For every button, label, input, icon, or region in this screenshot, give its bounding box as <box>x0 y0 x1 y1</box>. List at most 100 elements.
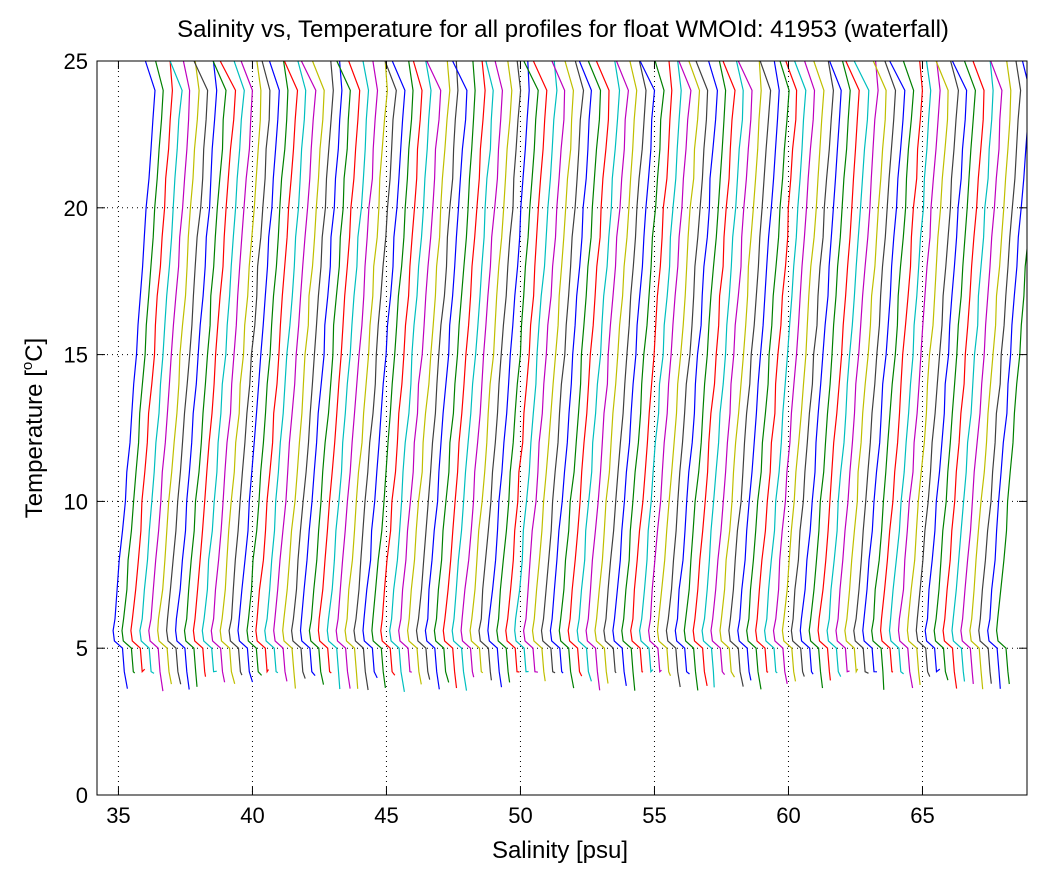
profile-line <box>174 61 218 690</box>
profile-line <box>130 61 174 674</box>
profile-line <box>157 61 200 685</box>
profiles <box>112 61 1027 692</box>
profile-line <box>317 61 361 674</box>
profile-line <box>799 61 842 675</box>
y-tick-label: 5 <box>76 636 88 661</box>
profile-line <box>460 61 504 678</box>
profile-line <box>433 61 476 683</box>
plot-frame <box>96 60 1028 796</box>
profile-line <box>719 61 762 678</box>
y-axis-label-main: Temperature [ <box>21 370 48 518</box>
profile-line <box>389 61 432 692</box>
profile-line <box>603 61 647 674</box>
profile-line <box>960 61 1003 684</box>
y-tick-label: 10 <box>64 489 88 514</box>
profile-line <box>835 61 879 673</box>
profile-line <box>112 61 156 689</box>
profile-line <box>630 61 673 673</box>
profile-line <box>772 61 816 685</box>
profile-line <box>531 61 575 682</box>
profile-line <box>237 61 280 683</box>
profile-line <box>656 61 701 677</box>
profile-line <box>255 61 299 674</box>
x-axis-label: Salinity [psu] <box>492 837 628 864</box>
profile-line <box>692 61 736 687</box>
profile-line <box>148 61 191 692</box>
x-tick-label: 55 <box>642 803 666 828</box>
profile-line <box>487 61 530 688</box>
profile-line <box>183 61 227 687</box>
profile-line <box>888 61 932 675</box>
profile-line <box>790 61 835 677</box>
profile-line <box>478 61 522 681</box>
profile-line <box>746 61 790 690</box>
profile-line <box>683 61 727 691</box>
y-axis-label-end: C] <box>21 338 48 362</box>
profile-line <box>763 61 807 674</box>
chart-title: Salinity vs, Temperature for all profile… <box>177 16 949 43</box>
profile-line <box>853 61 897 674</box>
profile-line <box>737 61 780 681</box>
profile-line <box>781 61 825 682</box>
profile-line <box>299 61 343 676</box>
profile-line <box>522 61 566 673</box>
profile-line <box>210 61 254 683</box>
profile-line <box>165 61 209 685</box>
profile-line <box>567 61 610 677</box>
profile-line <box>728 61 772 687</box>
profile-line <box>621 61 665 691</box>
profile-line <box>844 61 887 674</box>
profile-line <box>862 61 906 673</box>
profile-line <box>514 61 558 673</box>
profile-line <box>576 61 621 682</box>
profile-line <box>871 61 915 690</box>
profile-line <box>647 61 692 673</box>
x-tick-label: 50 <box>508 803 532 828</box>
profile-line <box>933 61 977 681</box>
profile-line <box>969 61 1012 690</box>
profile-line <box>469 61 513 674</box>
y-tick-label: 20 <box>64 196 88 221</box>
profile-line <box>362 61 406 679</box>
profile-line <box>879 61 924 673</box>
y-tick-label: 0 <box>76 783 88 808</box>
x-tick-label: 40 <box>240 803 264 828</box>
profile-line <box>987 61 1027 689</box>
profile-line <box>505 61 548 673</box>
profile-line <box>380 61 423 676</box>
profile-line <box>264 61 307 674</box>
profile-line <box>808 61 851 689</box>
profile-line <box>139 61 183 674</box>
profile-line <box>558 61 602 689</box>
profile-line <box>585 61 630 691</box>
profile-line <box>121 61 164 674</box>
profile-line <box>924 61 968 673</box>
profile-line <box>371 61 414 688</box>
plot-area <box>97 61 1027 795</box>
profile-line <box>897 61 941 689</box>
profile-line <box>755 61 798 673</box>
profile-line <box>219 61 262 684</box>
profile-line <box>192 61 237 677</box>
profile-line <box>701 61 744 688</box>
profile-line <box>353 61 397 691</box>
y-axis-label: Temperature [oC] <box>19 338 48 518</box>
x-tick-label: 35 <box>106 803 130 828</box>
profile-line <box>326 61 370 690</box>
profile-line <box>906 61 949 685</box>
profile-line <box>612 61 656 686</box>
profile-line <box>978 61 1022 684</box>
profile-line <box>228 61 271 676</box>
profile-line <box>201 61 245 673</box>
profile-line <box>246 61 289 676</box>
profile-line <box>995 243 1027 685</box>
profile-line <box>826 61 870 677</box>
profile-line <box>942 61 985 689</box>
profile-line <box>406 61 451 685</box>
profile-line <box>951 61 994 682</box>
profile-line <box>442 61 486 689</box>
profile-line <box>665 61 709 688</box>
profile-line <box>549 61 593 674</box>
profile-line <box>638 61 682 674</box>
